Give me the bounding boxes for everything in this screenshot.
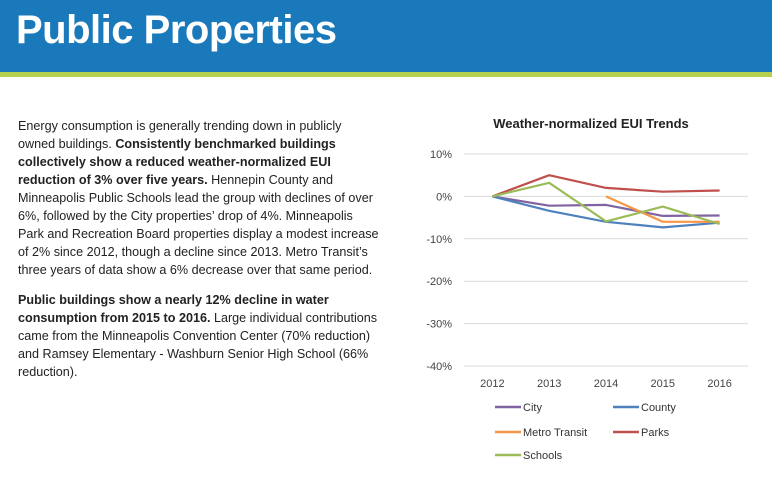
water-highlight: Public buildings show a nearly 12% decli… [18, 293, 329, 325]
x-tick-label: 2015 [651, 378, 675, 390]
paragraph-water: Public buildings show a nearly 12% decli… [18, 291, 380, 381]
energy-intro: Energy consumption is generally trending… [18, 119, 342, 151]
body-text: Energy consumption is generally trending… [18, 117, 380, 393]
legend-label-metro-transit: Metro Transit [523, 427, 587, 439]
header-banner [0, 0, 772, 72]
legend-label-city: City [523, 402, 542, 414]
y-tick-label: -40% [426, 361, 452, 373]
legend-label-county: County [641, 402, 676, 414]
series-line-schools [492, 181, 720, 226]
series-line-parks [492, 174, 720, 198]
header-stripe [0, 72, 772, 77]
x-tick-label: 2013 [537, 378, 561, 390]
chart-title: Weather-normalized EUI Trends [493, 116, 689, 131]
paragraph-energy: Energy consumption is generally trending… [18, 117, 380, 279]
y-tick-label: -10% [426, 234, 452, 246]
page-title: Public Properties [16, 8, 337, 52]
series-line-metro-transit [605, 195, 720, 223]
y-tick-label: 0% [436, 191, 452, 203]
energy-details: Hennepin County and Minneapolis Public S… [18, 173, 379, 277]
water-details: Large individual contributions came from… [18, 311, 378, 379]
x-tick-label: 2014 [594, 378, 618, 390]
x-tick-label: 2016 [707, 378, 731, 390]
y-tick-label: 10% [430, 149, 452, 161]
series-line-city [492, 195, 720, 217]
y-tick-label: -20% [426, 276, 452, 288]
legend-label-parks: Parks [641, 427, 670, 439]
y-tick-label: -30% [426, 319, 452, 331]
chart-svg: Weather-normalized EUI Trends 10% 0% -10% -2… [426, 116, 748, 462]
eui-trend-chart: Weather-normalized EUI Trends 10% 0% -10% -2… [400, 108, 772, 475]
energy-highlight: Consistently benchmarked buildings colle… [18, 137, 336, 187]
x-tick-label: 2012 [480, 378, 504, 390]
legend-label-schools: Schools [523, 450, 563, 462]
